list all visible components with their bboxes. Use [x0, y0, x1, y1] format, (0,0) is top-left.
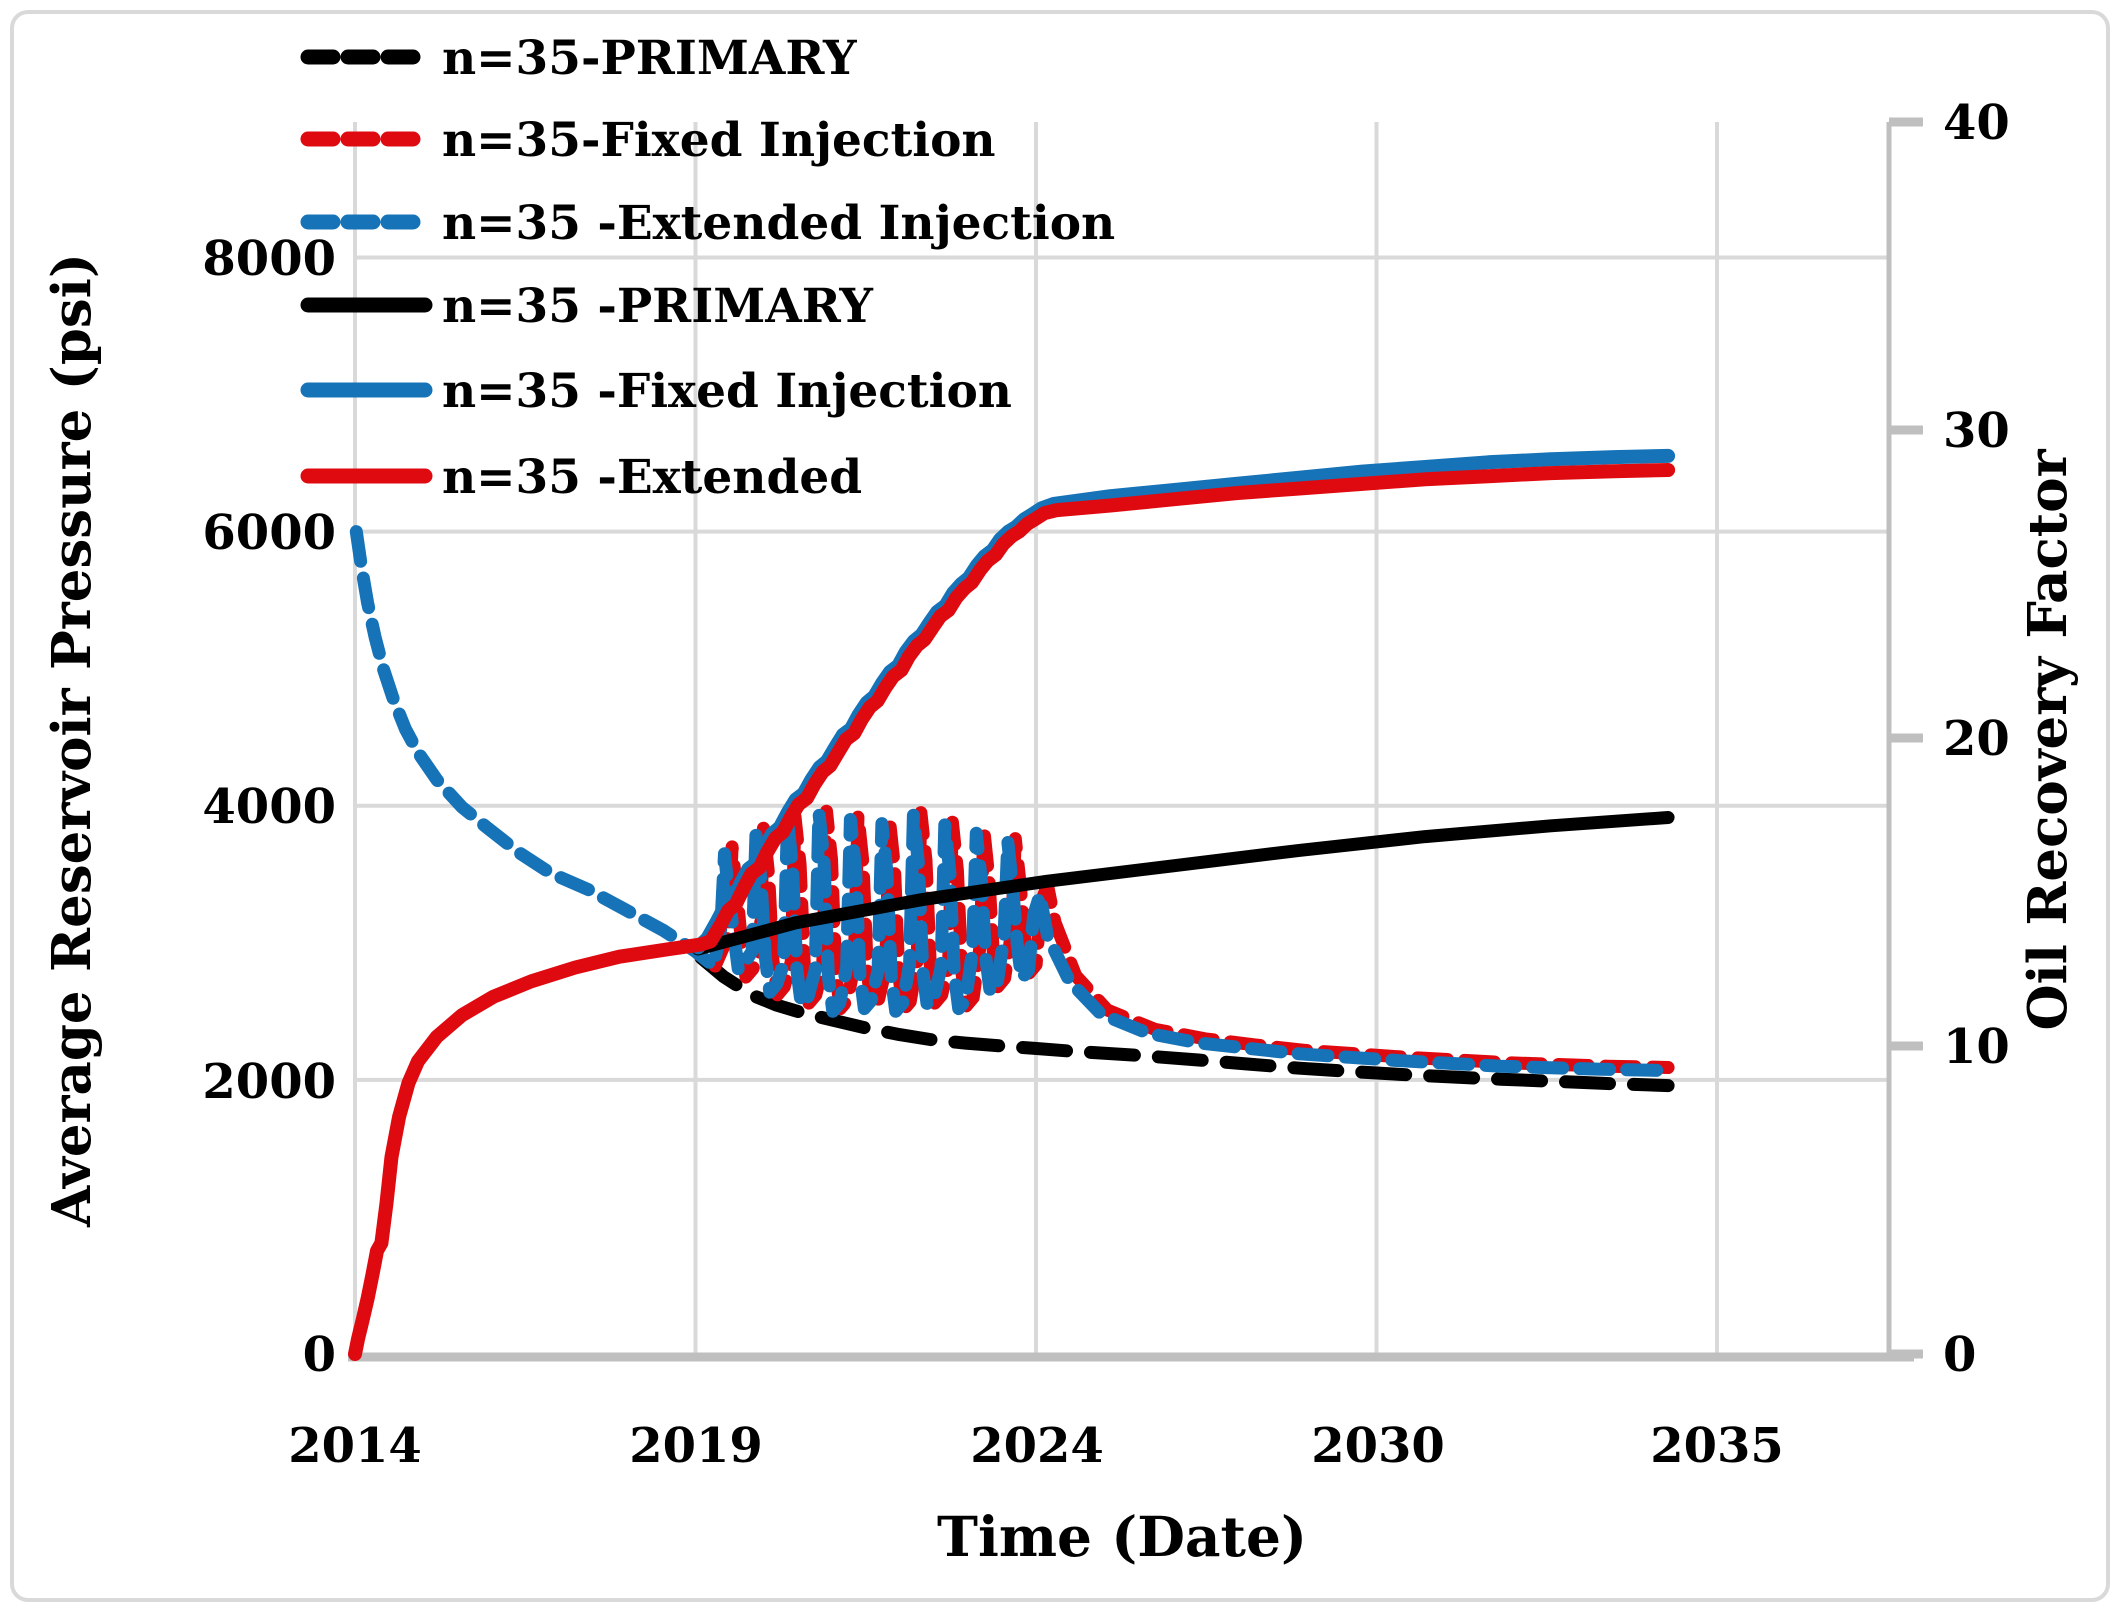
left-axis-tick-labels: 0 2000 4000 6000 8000 [202, 231, 336, 1383]
series-line-1-n-35-fixed-injection [708, 804, 1675, 1074]
legend-item-rf-fixed-injection: n=35 -Fixed Injection [300, 364, 1012, 419]
legend-label: n=35 -PRIMARY [442, 279, 873, 334]
left-tick-2000: 2000 [202, 1054, 336, 1110]
left-tick-8000: 8000 [202, 231, 336, 287]
legend-label: n=35 -Extended [442, 450, 862, 505]
legend-item-rf-extended: n=35 -Extended [300, 450, 862, 505]
legend-label: n=35 -Fixed Injection [442, 364, 1012, 419]
right-axis-title: Oil Recovery Factor [2017, 448, 2079, 1030]
left-tick-6000: 6000 [202, 505, 336, 561]
right-tick-30: 30 [1943, 403, 2010, 459]
x-tick-2024: 2024 [970, 1418, 1104, 1474]
right-axis-tick-labels: 0 10 20 30 40 [1943, 95, 2010, 1383]
x-axis-title: Time (Date) [937, 1504, 1307, 1569]
x-tick-2035: 2035 [1650, 1418, 1784, 1474]
legend-item-rf-primary: n=35 -PRIMARY [300, 279, 873, 334]
x-tick-2030: 2030 [1311, 1418, 1445, 1474]
x-tick-2014: 2014 [288, 1418, 422, 1474]
x-axis-tick-labels: 2014 2019 2024 2030 2035 [288, 1418, 1784, 1474]
series-line-0-n-35-primary [694, 951, 1675, 1093]
right-tick-10: 10 [1943, 1019, 2010, 1075]
right-tick-40: 40 [1943, 95, 2010, 151]
left-tick-0: 0 [303, 1327, 336, 1383]
series-line-3-n-35-primary [691, 811, 1675, 956]
legend: n=35-PRIMARY n=35-Fixed Injection n=35 -… [300, 31, 1115, 505]
legend-item-pressure-primary: n=35-PRIMARY [300, 31, 857, 86]
left-axis-title: Average Reservoir Pressure (psi) [41, 253, 103, 1228]
right-tick-0: 0 [1943, 1327, 1976, 1383]
legend-item-pressure-extended-injection: n=35 -Extended Injection [300, 196, 1115, 251]
axis-lines [348, 117, 1923, 1362]
legend-label: n=35-PRIMARY [442, 31, 857, 86]
series-line-5-n-35-extended [348, 463, 1676, 1361]
series-line-2-n-35-extended-injection [349, 525, 1675, 1078]
legend-item-pressure-fixed-injection: n=35-Fixed Injection [300, 113, 996, 168]
right-tick-20: 20 [1943, 711, 2010, 767]
left-tick-4000: 4000 [202, 779, 336, 835]
legend-label: n=35 -Extended Injection [442, 196, 1115, 251]
legend-label: n=35-Fixed Injection [442, 113, 996, 168]
data-series [348, 448, 1676, 1361]
x-tick-2019: 2019 [629, 1418, 763, 1474]
